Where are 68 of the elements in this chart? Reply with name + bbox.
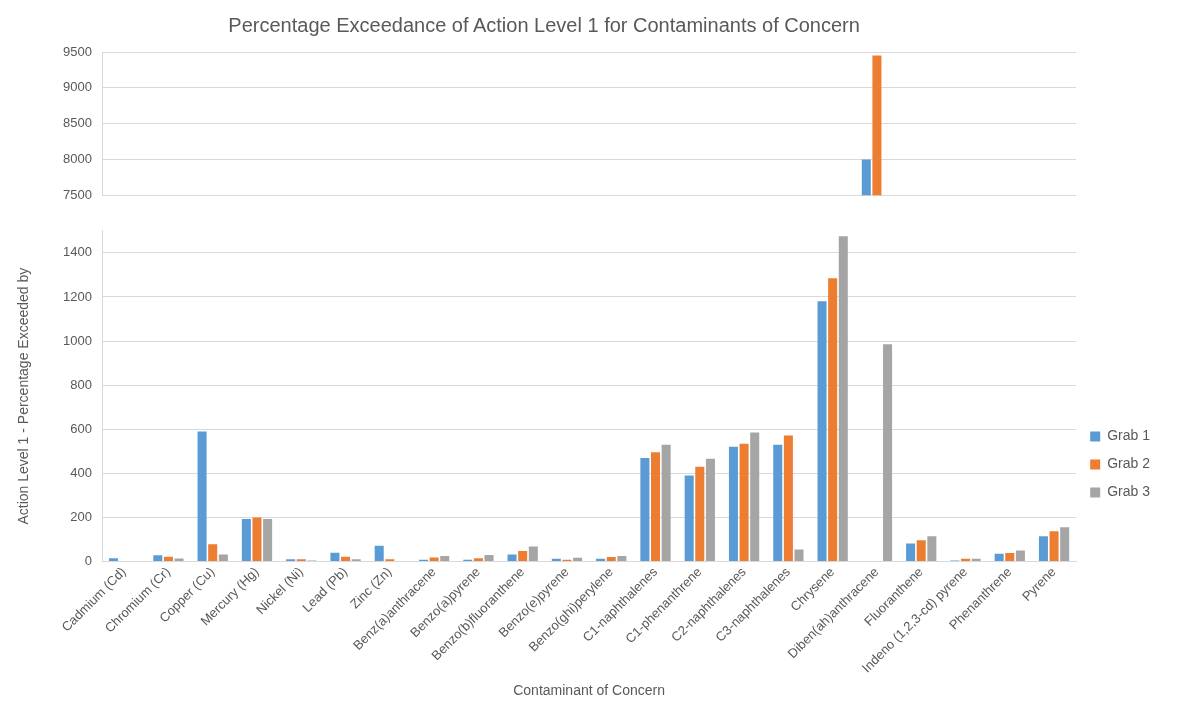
bar bbox=[528, 546, 538, 561]
y-tick-label: 1000 bbox=[63, 332, 92, 348]
bar bbox=[507, 554, 517, 561]
bar bbox=[695, 466, 705, 561]
bar bbox=[651, 452, 661, 561]
bar bbox=[783, 435, 793, 561]
bar bbox=[773, 444, 783, 561]
bar bbox=[341, 556, 351, 561]
bar bbox=[330, 552, 340, 561]
bar bbox=[994, 553, 1004, 561]
y-tick-label: 0 bbox=[84, 553, 92, 569]
bar bbox=[705, 458, 715, 561]
y-tick-label: 400 bbox=[70, 464, 92, 480]
bar bbox=[109, 558, 119, 561]
y-tick-label: 1200 bbox=[63, 288, 92, 304]
bar bbox=[960, 558, 971, 561]
y-tick-label: 9500 bbox=[63, 43, 92, 59]
y-tick-label: 8500 bbox=[63, 115, 92, 131]
legend-label: Grab 1 bbox=[1107, 427, 1151, 444]
bar bbox=[739, 443, 749, 561]
bar bbox=[1038, 536, 1048, 561]
y-tick-label: 9000 bbox=[63, 79, 92, 95]
bar bbox=[927, 536, 937, 561]
y-axis-title: Action Level 1 - Percentage Exceeded by bbox=[15, 267, 32, 525]
bar bbox=[573, 557, 583, 561]
bar bbox=[794, 549, 804, 561]
bar bbox=[153, 555, 163, 561]
bar bbox=[916, 540, 926, 561]
bar bbox=[838, 236, 848, 561]
y-tick-label: 1400 bbox=[63, 244, 92, 260]
bar bbox=[518, 550, 528, 561]
bar bbox=[606, 557, 616, 561]
bar bbox=[163, 556, 173, 561]
bar bbox=[640, 457, 650, 561]
bar bbox=[906, 543, 916, 561]
bar bbox=[817, 301, 827, 561]
x-axis-title: Contaminant of Concern bbox=[513, 682, 665, 699]
bar bbox=[484, 554, 494, 561]
bar bbox=[374, 545, 384, 561]
bar bbox=[617, 555, 627, 561]
bar bbox=[440, 555, 450, 561]
bar bbox=[750, 432, 760, 561]
bar bbox=[473, 558, 483, 561]
y-tick-label: 8000 bbox=[63, 150, 92, 166]
legend-label: Grab 3 bbox=[1107, 483, 1151, 500]
bar bbox=[684, 475, 694, 561]
bar bbox=[883, 344, 893, 561]
chart-title: Percentage Exceedance of Action Level 1 for Contaminants of Concern bbox=[228, 13, 860, 36]
y-tick-label: 7500 bbox=[63, 186, 92, 202]
bar bbox=[174, 558, 184, 561]
y-tick-label: 800 bbox=[70, 376, 92, 392]
bar bbox=[197, 431, 207, 561]
legend-label: Grab 2 bbox=[1107, 455, 1151, 472]
y-tick-label: 200 bbox=[70, 508, 92, 524]
bar bbox=[971, 558, 981, 561]
bar bbox=[1015, 550, 1025, 561]
bar bbox=[728, 446, 738, 561]
bar bbox=[218, 554, 228, 561]
bar bbox=[1005, 552, 1015, 561]
bar bbox=[263, 518, 273, 561]
bar bbox=[661, 444, 671, 561]
bar bbox=[252, 517, 262, 561]
bar bbox=[1060, 527, 1070, 561]
bar bbox=[241, 518, 251, 561]
bar bbox=[828, 278, 838, 561]
y-tick-label: 600 bbox=[70, 420, 92, 436]
bar bbox=[1049, 531, 1059, 561]
bar bbox=[208, 544, 218, 561]
